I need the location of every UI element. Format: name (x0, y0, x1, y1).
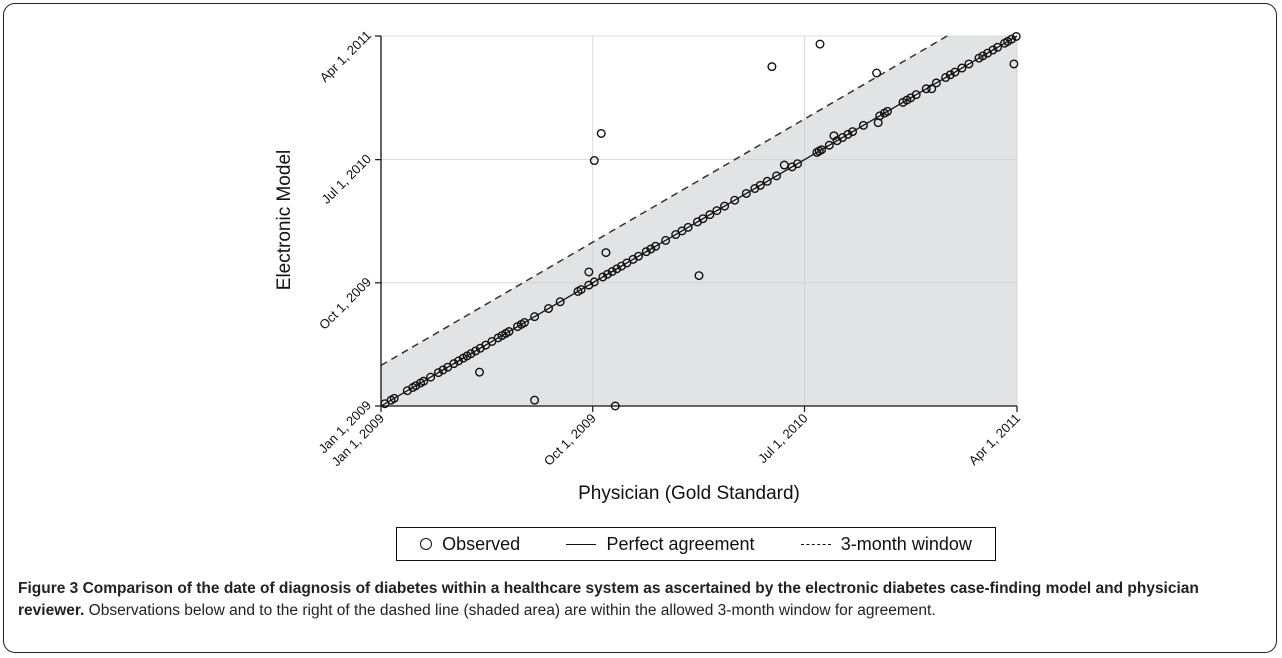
observed-point (705, 210, 715, 220)
observed-point (454, 356, 464, 366)
observed-point (389, 393, 399, 403)
observed-point (779, 160, 789, 170)
observed-point (741, 188, 751, 198)
observed-point (544, 304, 554, 314)
observed-point (730, 195, 740, 205)
three-month-window-line (380, 35, 948, 367)
observed-point (598, 272, 608, 282)
observed-point (641, 247, 651, 257)
figure-caption: Figure 3 Comparison of the date of diagn… (18, 578, 1268, 622)
observed-point (661, 235, 671, 245)
observed-point (530, 312, 540, 322)
observed-point (449, 359, 459, 369)
observed-point (993, 42, 1003, 52)
legend-label-perfect-agreement: Perfect agreement (606, 533, 755, 554)
legend-label-window: 3-month window (840, 533, 972, 554)
observed-point (873, 118, 883, 128)
observed-point (921, 84, 931, 94)
observed-point (945, 70, 955, 80)
observed-point (504, 327, 514, 337)
observed-point (772, 171, 782, 181)
observed-point (911, 90, 921, 100)
x-axis-label: Physician (Gold Standard) (578, 483, 800, 504)
x-tick-label: Apr 1, 2011 (966, 411, 1023, 468)
observed-point (1009, 59, 1019, 69)
observed-point (651, 241, 661, 251)
observed-point (607, 267, 617, 277)
observed-point (927, 84, 937, 94)
observed-point (411, 381, 421, 391)
observed-point (712, 206, 722, 216)
observed-point (872, 68, 882, 78)
observed-point (589, 277, 599, 287)
observed-point (555, 297, 565, 307)
observed-point (694, 271, 704, 281)
observed-point (471, 346, 481, 356)
observed-point (584, 267, 594, 277)
observed-point (426, 372, 436, 382)
y-tick-label: Apr 1, 2011 (317, 28, 374, 85)
observed-point (576, 285, 586, 295)
observed-point (824, 140, 834, 150)
observed-point (767, 62, 777, 72)
observed-point (815, 39, 825, 49)
y-tick-label: Oct 1, 2009 (316, 274, 374, 332)
y-axis-label: Electronic Model (274, 150, 295, 290)
observed-point (1011, 31, 1021, 41)
caption-title: Figure 3 Comparison of the date of diagn… (18, 580, 1199, 619)
observed-point (466, 349, 476, 359)
legend-label-observed: Observed (442, 533, 521, 554)
observed-point (438, 365, 448, 375)
x-tick-label: Jul 1, 2010 (755, 411, 811, 467)
observed-point (964, 59, 974, 69)
observed-point (988, 45, 998, 55)
observed-point (698, 214, 708, 224)
observed-point (602, 269, 612, 279)
observed-point (601, 248, 611, 258)
caption-text: Observations below and to the right of t… (84, 602, 936, 619)
observed-point (634, 251, 644, 261)
observed-point (793, 159, 803, 169)
observed-point (950, 67, 960, 77)
observed-point (475, 367, 485, 377)
observed-point (755, 180, 765, 190)
x-tick-label: Oct 1, 2009 (541, 411, 599, 469)
figure-frame (3, 3, 1277, 653)
observed-point (957, 63, 967, 73)
observed-point (858, 120, 868, 130)
observed-point (843, 129, 853, 139)
legend-item-observed: Observed (420, 534, 520, 555)
observed-point (530, 395, 540, 405)
observed-point (829, 131, 839, 141)
legend-item-perfect-agreement: Perfect agreement (566, 533, 755, 555)
observed-point (720, 201, 730, 211)
observed-point (589, 156, 599, 166)
observed-point (519, 318, 529, 328)
observed-point (419, 376, 429, 386)
observed-point (1007, 34, 1017, 44)
legend-item-window: 3-month window (800, 533, 972, 555)
observed-point (848, 127, 858, 137)
observed-point (596, 128, 606, 138)
solid-line-icon (566, 543, 597, 545)
observed-point (941, 73, 951, 83)
observed-point (683, 222, 693, 232)
observed-point (817, 145, 827, 155)
observed-point (762, 176, 772, 186)
observed-point (433, 368, 443, 378)
observed-point (612, 264, 622, 274)
observed-point (931, 78, 941, 88)
observed-point (882, 106, 892, 116)
chart-legend: Observed Perfect agreement 3-month windo… (396, 527, 996, 561)
observed-point (978, 51, 988, 61)
dashed-line-icon (800, 543, 831, 545)
y-tick-label: Jul 1, 2010 (319, 151, 375, 207)
observed-point (646, 244, 656, 254)
circle-marker-icon (420, 538, 433, 550)
